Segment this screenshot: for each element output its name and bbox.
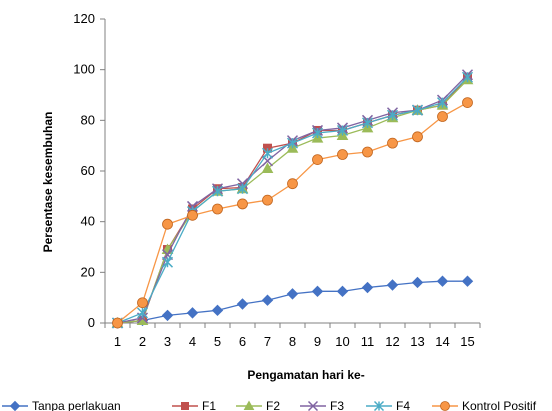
data-point [286, 137, 299, 149]
y-tick-label: 0 [88, 315, 95, 330]
data-point [261, 147, 274, 159]
legend-label: Kontrol Positif [462, 399, 537, 411]
legend-marker [243, 400, 255, 410]
data-point [287, 178, 298, 190]
x-tick-label: 13 [410, 334, 424, 349]
data-point [461, 71, 474, 83]
data-point [436, 97, 449, 109]
data-point [112, 317, 123, 329]
series-0 [111, 275, 474, 329]
data-point [236, 183, 249, 195]
data-point [337, 149, 348, 160]
x-tick-label: 1 [114, 334, 121, 349]
data-point [436, 275, 449, 287]
data-point [286, 288, 299, 300]
x-tick-label: 7 [264, 334, 271, 349]
data-point [236, 298, 249, 310]
data-point [387, 137, 398, 149]
data-point [311, 127, 324, 139]
data-point [161, 309, 174, 322]
data-point [186, 200, 199, 212]
data-point [261, 162, 274, 173]
x-tick-label: 8 [289, 334, 296, 349]
data-point [361, 117, 374, 129]
legend-item: F3 [300, 399, 344, 411]
series-line [117, 79, 468, 324]
y-tick-label: 80 [81, 112, 95, 127]
x-tick-label: 5 [214, 334, 221, 349]
legend-marker [307, 400, 319, 411]
data-point [461, 275, 474, 287]
data-point [211, 185, 224, 197]
data-point [386, 279, 399, 291]
data-point [362, 146, 373, 158]
x-axis-label: Pengamatan hari ke- [247, 368, 364, 382]
legend-label: F3 [330, 399, 344, 411]
series-4 [111, 71, 474, 329]
data-point [262, 194, 273, 206]
x-axis-ticks: 1 2 3 4 5 6 7 8 9 10 11 12 13 14 15 [104, 323, 481, 349]
legend-marker [181, 402, 189, 410]
data-point [261, 294, 274, 306]
legend-item: F4 [366, 399, 410, 411]
data-point [136, 307, 149, 319]
data-point [212, 203, 223, 215]
data-point [412, 131, 423, 143]
y-axis-ticks: 0 20 40 60 80 100 120 [73, 11, 105, 330]
legend-item: F1 [172, 399, 216, 411]
legend-marker [373, 400, 385, 411]
x-tick-label: 9 [314, 334, 321, 349]
data-point [162, 218, 173, 230]
data-point [462, 97, 473, 108]
x-tick-label: 15 [460, 334, 474, 349]
legend-label: F1 [202, 399, 216, 411]
x-tick-label: 10 [335, 334, 349, 349]
legend: Tanpa perlakuan F1 F2 F3 F4 Kontrol Positif [2, 399, 537, 411]
x-tick-label: 12 [385, 334, 399, 349]
y-tick-label: 60 [81, 163, 95, 178]
data-point [361, 281, 374, 294]
data-point [312, 154, 323, 166]
data-point [237, 198, 248, 210]
data-point [336, 124, 349, 136]
x-tick-label: 3 [164, 334, 171, 349]
y-tick-label: 20 [81, 264, 95, 279]
data-point [311, 285, 324, 298]
plot-area [111, 69, 474, 329]
x-tick-label: 14 [435, 334, 449, 349]
y-axis-label: Persentase kesembuhan [41, 112, 55, 253]
axes [104, 19, 480, 324]
data-point [336, 285, 349, 298]
data-point [437, 111, 448, 122]
legend-marker [440, 401, 450, 411]
x-tick-label: 11 [361, 334, 375, 349]
y-tick-label: 120 [73, 11, 95, 26]
legend-item: Kontrol Positif [432, 399, 537, 411]
data-point [411, 276, 424, 289]
data-point [186, 307, 199, 319]
data-point [211, 304, 224, 317]
x-tick-label: 2 [139, 334, 146, 349]
legend-item: F2 [236, 399, 280, 411]
legend-label: F2 [266, 399, 280, 411]
data-point [187, 209, 198, 221]
legend-label: Tanpa perlakuan [32, 399, 121, 411]
data-point [161, 256, 174, 268]
data-point [137, 297, 148, 309]
x-tick-label: 4 [189, 334, 196, 349]
legend-item: Tanpa perlakuan [2, 399, 121, 411]
data-point [386, 109, 399, 121]
y-tick-label: 40 [81, 214, 95, 229]
series-5 [112, 97, 473, 329]
legend-label: F4 [396, 399, 410, 411]
data-point [411, 104, 424, 116]
x-tick-label: 6 [239, 334, 246, 349]
y-tick-label: 100 [73, 62, 95, 77]
legend-marker [9, 400, 21, 411]
data-point [236, 178, 249, 190]
